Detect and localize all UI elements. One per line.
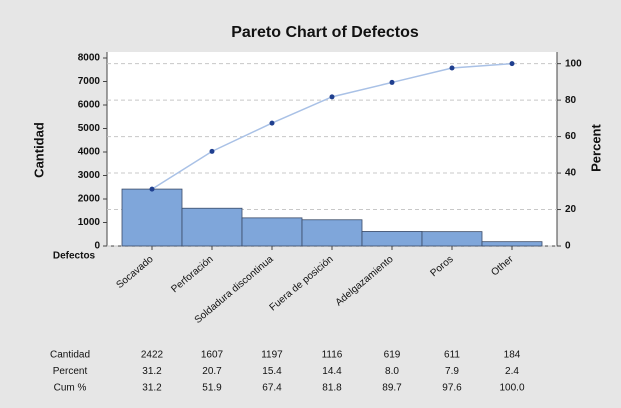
x-axis-label: Defectos — [53, 251, 96, 262]
table-cell: 51.9 — [202, 383, 222, 394]
y-tick-label: 7000 — [78, 76, 101, 87]
y-tick-label: 0 — [94, 241, 100, 252]
bar — [361, 231, 423, 247]
bar — [301, 219, 363, 247]
bar — [181, 207, 243, 247]
y-tick-label: 4000 — [78, 147, 101, 158]
y2-tick-label: 80 — [565, 95, 577, 106]
cumulative-point — [449, 65, 455, 71]
bar — [481, 241, 543, 247]
y2-tick-label: 60 — [565, 131, 577, 142]
y-tick-label: 6000 — [78, 100, 101, 111]
chart-title: Pareto Chart of Defectos — [231, 24, 419, 41]
table-cell: 31.2 — [142, 383, 162, 394]
table-cell: 31.2 — [142, 366, 162, 377]
y2-tick-label: 100 — [565, 58, 582, 69]
table-cell: 2422 — [141, 350, 164, 361]
table-cell: 184 — [504, 350, 521, 361]
table-cell: 89.7 — [382, 383, 402, 394]
y-tick-label: 3000 — [78, 170, 101, 181]
table-cell: 8.0 — [385, 366, 399, 377]
table-cell: 67.4 — [262, 383, 282, 394]
cumulative-point — [149, 186, 155, 192]
y2-axis-label: Percent — [588, 123, 603, 171]
table-cell: 100.0 — [499, 383, 524, 394]
cumulative-point — [389, 79, 395, 85]
y-axis-label: Cantidad — [31, 122, 46, 178]
table-row-label: Percent — [53, 366, 88, 377]
cumulative-point — [269, 120, 275, 126]
cumulative-point — [509, 61, 515, 67]
table-cell: 97.6 — [442, 383, 462, 394]
cumulative-point — [209, 148, 215, 154]
table-cell: 1116 — [322, 350, 343, 361]
y2-tick-label: 40 — [565, 168, 577, 179]
table-cell: 7.9 — [445, 366, 459, 377]
y2-tick-label: 0 — [565, 241, 571, 252]
bar — [121, 188, 183, 247]
table-row-label: Cum % — [54, 383, 87, 394]
table-cell: 15.4 — [262, 366, 282, 377]
table-cell: 81.8 — [322, 383, 342, 394]
table-cell: 2.4 — [505, 366, 519, 377]
table-cell: 20.7 — [202, 366, 222, 377]
cumulative-point — [329, 94, 335, 100]
y2-tick-label: 20 — [565, 204, 577, 215]
table-cell: 1197 — [261, 350, 283, 361]
table-cell: 1607 — [201, 350, 224, 361]
y-tick-label: 8000 — [78, 53, 101, 64]
table-cell: 619 — [384, 350, 401, 361]
y-tick-label: 5000 — [78, 123, 101, 134]
table-cell: 611 — [444, 350, 460, 361]
y-tick-label: 2000 — [78, 194, 101, 205]
table-row-label: Cantidad — [50, 350, 90, 361]
bar — [421, 231, 483, 247]
bar — [241, 217, 303, 247]
y-tick-label: 1000 — [78, 217, 101, 228]
table-cell: 14.4 — [322, 366, 342, 377]
